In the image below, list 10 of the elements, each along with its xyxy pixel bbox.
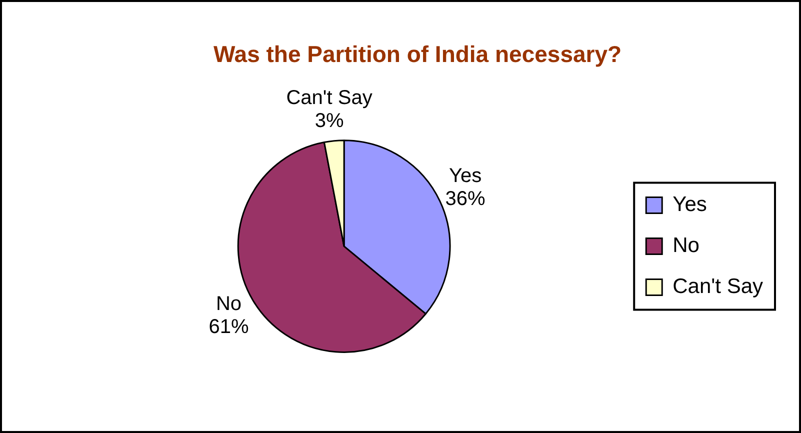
legend-label: No [672, 234, 700, 258]
data-label: 36% [445, 188, 486, 210]
slice-label: Yes [448, 165, 482, 188]
data-label: 61% [208, 316, 249, 338]
slice-label: Can't Say [286, 86, 372, 109]
slice-label: No [216, 293, 242, 316]
data-label: 3% [314, 110, 344, 132]
legend-label: Yes [672, 193, 707, 216]
chart-title: Was the Partition of India necessary? [213, 41, 622, 68]
legend-label: Can't Say [672, 275, 764, 298]
